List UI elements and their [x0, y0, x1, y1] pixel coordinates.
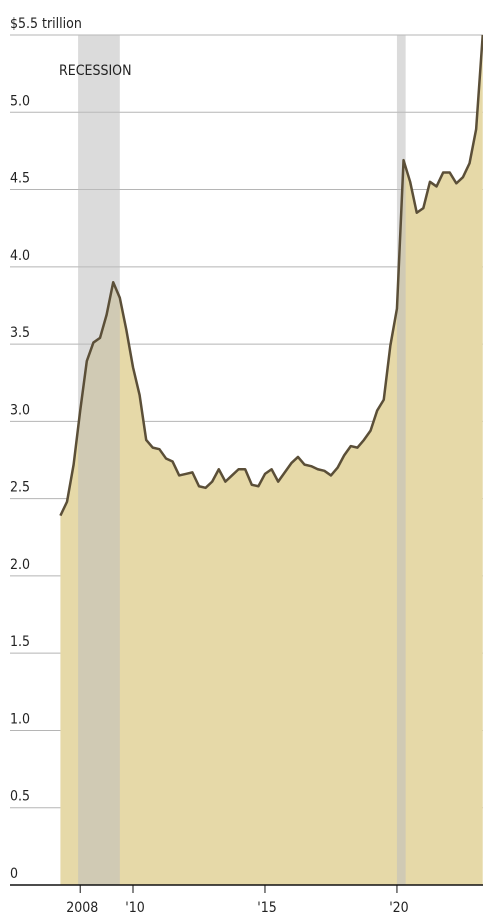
x-tick-label: 2008	[66, 900, 98, 916]
x-tick-label: '15	[257, 900, 276, 916]
y-tick-label: 1.0	[10, 711, 30, 727]
y-tick-label: 2.5	[10, 480, 30, 496]
recession-band	[396, 35, 406, 885]
annotation: RECESSION	[59, 63, 132, 79]
area	[60, 35, 483, 885]
y-tick-label: 1.5	[10, 634, 30, 650]
y-tick-label: 0	[10, 866, 18, 882]
x-tick-label: '10	[125, 900, 144, 916]
y-tick-label: 3.0	[10, 402, 30, 418]
area-layer	[60, 35, 483, 885]
y-tick-label: $5.5 trillion	[10, 16, 82, 32]
front-layer: 0 0.5 1.0 1.5 2.0 2.5 3.0 3.5 4.0 4.5 5.0 $5.5 tril…	[10, 16, 483, 916]
y-tick-label: 2.0	[10, 557, 30, 573]
y-tick-label: 4.0	[10, 248, 30, 264]
y-tick-label: 5.0	[10, 93, 30, 109]
y-tick-label: 4.5	[10, 171, 30, 187]
line	[59, 34, 483, 517]
y-tick-label: 0.5	[10, 789, 30, 805]
y-tick-label: 3.5	[10, 325, 30, 341]
x-tick-label: '20	[389, 900, 408, 916]
recession-band	[78, 35, 120, 885]
